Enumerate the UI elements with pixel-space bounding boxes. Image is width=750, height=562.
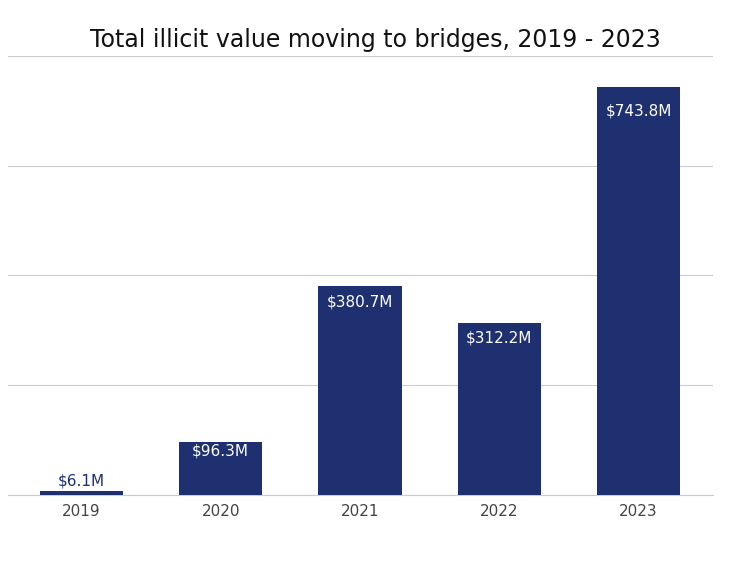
Text: $743.8M: $743.8M — [605, 103, 672, 118]
Text: $312.2M: $312.2M — [466, 330, 532, 345]
Bar — [40, 491, 123, 495]
Bar — [597, 87, 680, 495]
Bar — [178, 442, 262, 495]
Bar — [318, 286, 402, 495]
Text: $6.1M: $6.1M — [58, 473, 105, 488]
Bar — [458, 324, 542, 495]
Text: Total illicit value moving to bridges, 2019 - 2023: Total illicit value moving to bridges, 2… — [90, 28, 660, 52]
Text: $380.7M: $380.7M — [327, 294, 393, 309]
Text: $96.3M: $96.3M — [192, 444, 249, 459]
